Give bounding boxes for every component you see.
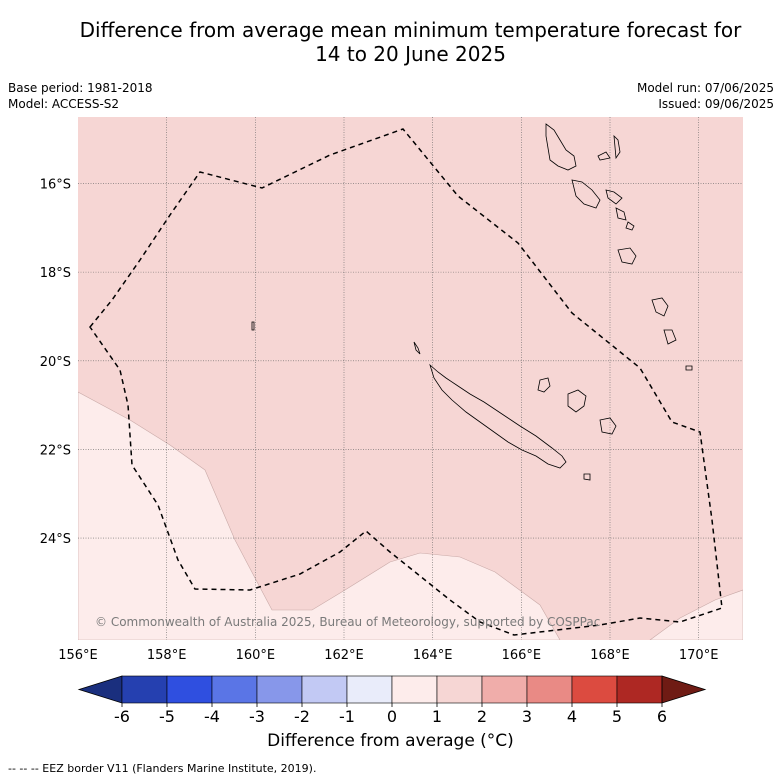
isle-of-pines-coast: [583, 473, 591, 481]
ouvea-coast: [537, 377, 551, 393]
title-line-2: 14 to 20 June 2025: [315, 42, 506, 66]
colorbar-tick-label: 5: [612, 707, 622, 726]
colorbar-extend-high: [661, 675, 707, 704]
colorbar-swatch: [301, 675, 348, 704]
meta-left: Base period: 1981-2018 Model: ACCESS-S2: [8, 80, 153, 112]
colorbar-tick-label: -1: [339, 707, 355, 726]
longitude-labels: 156°E 158°E 160°E 162°E 164°E 166°E 168°E 170°E: [58, 648, 718, 663]
colorbar-tick-label: -5: [159, 707, 175, 726]
chesterfield-coast: [251, 321, 255, 331]
erromango-coast: [617, 247, 637, 265]
aneityum-coast: [663, 329, 677, 345]
colorbar: -6 -5 -4 -3 -2 -1 0 1 2 3 4 5 6: [77, 675, 707, 726]
pentecost-coast: [605, 189, 623, 205]
colorbar-tick-label: -6: [114, 707, 130, 726]
ambae-coast: [597, 151, 611, 161]
colorbar-tick-label: 0: [387, 707, 397, 726]
colorbar-swatch: [436, 675, 483, 704]
colorbar-swatch: [256, 675, 303, 704]
colorbar-swatch: [121, 675, 168, 704]
colorbar-swatch: [571, 675, 618, 704]
colorbar-swatch: [481, 675, 528, 704]
colorbar-tick-label: -3: [249, 707, 265, 726]
lat-tick-label: 16°S: [40, 177, 71, 192]
colorbar-tick-label: 4: [567, 707, 577, 726]
lon-tick-label: 160°E: [236, 648, 276, 663]
efate-coast: [625, 221, 635, 231]
matthew-island-coast: [685, 365, 693, 371]
colorbar-title: Difference from average (°C): [267, 731, 514, 751]
chart-title: Difference from average mean minimum tem…: [0, 18, 781, 66]
latitude-labels: 16°S 18°S 20°S 22°S 24°S: [40, 177, 71, 547]
colorbar-extend-low: [77, 675, 123, 704]
malekula-coast: [571, 179, 601, 209]
lat-tick-label: 18°S: [40, 266, 71, 281]
colorbar-tick-label: 1: [432, 707, 442, 726]
epi-coast: [615, 207, 627, 221]
espiritu-santo-coast: [545, 123, 577, 171]
model-name: Model: ACCESS-S2: [8, 97, 120, 111]
lon-tick-label: 162°E: [324, 648, 364, 663]
meta-right: Model run: 07/06/2025 Issued: 09/06/2025: [637, 80, 774, 112]
maewo-coast: [613, 134, 621, 160]
copyright-text: © Commonwealth of Australia 2025, Bureau…: [95, 615, 600, 629]
new-caledonia-coast: [429, 363, 567, 469]
lat-tick-label: 22°S: [40, 443, 71, 458]
lat-tick-label: 20°S: [40, 355, 71, 370]
eez-legend-note: -- -- -- EEZ border V11 (Flanders Marine…: [8, 762, 317, 775]
lifou-coast: [567, 389, 587, 413]
colorbar-swatch: [211, 675, 258, 704]
colorbar-tick-label: -2: [294, 707, 310, 726]
colorbar-swatch: [166, 675, 213, 704]
lat-tick-label: 24°S: [40, 532, 71, 547]
graticule: [78, 117, 743, 640]
belep-islands-coast: [413, 341, 421, 355]
colorbar-tick-label: 2: [477, 707, 487, 726]
colorbar-tick-label: -4: [204, 707, 220, 726]
eez-border: [89, 128, 723, 636]
lon-tick-label: 170°E: [679, 648, 719, 663]
lon-tick-label: 158°E: [147, 648, 187, 663]
lon-tick-label: 156°E: [58, 648, 98, 663]
colorbar-tick-label: 6: [657, 707, 667, 726]
map-area: © Commonwealth of Australia 2025, Bureau…: [78, 117, 743, 640]
model-run: Model run: 07/06/2025: [636, 81, 774, 95]
tanna-coast: [651, 297, 669, 317]
base-period: Base period: 1981-2018: [8, 81, 153, 95]
title-line-1: Difference from average mean minimum tem…: [79, 18, 742, 42]
issued-date: Issued: 09/06/2025: [658, 97, 774, 111]
colorbar-swatch: [616, 675, 663, 704]
mare-coast: [599, 417, 617, 435]
coastlines: [251, 123, 693, 481]
colorbar-swatch: [526, 675, 573, 704]
colorbar-swatch: [346, 675, 393, 704]
forecast-map: © Commonwealth of Australia 2025, Bureau…: [40, 117, 743, 726]
colorbar-tick-label: 3: [522, 707, 532, 726]
lon-tick-label: 168°E: [590, 648, 630, 663]
lon-tick-label: 164°E: [413, 648, 453, 663]
colorbar-swatch: [391, 675, 438, 704]
lon-tick-label: 166°E: [502, 648, 542, 663]
